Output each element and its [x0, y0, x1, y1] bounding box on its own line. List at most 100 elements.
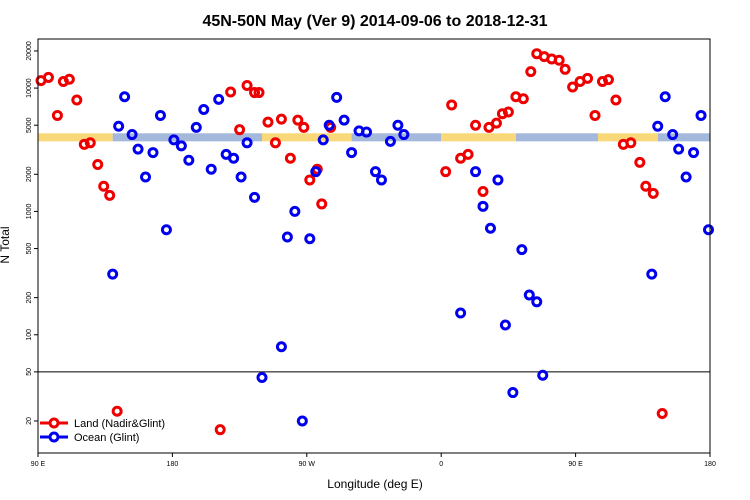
ocean-data-point: [190, 121, 202, 133]
land-data-point: [559, 63, 571, 75]
ocean-data-point: [338, 114, 350, 126]
ocean-data-point: [659, 91, 671, 103]
land-data-point: [225, 86, 237, 98]
y-axis-ticks: 20 50 100 200 500 1000 2000 5000 10000 20000: [26, 41, 38, 425]
ocean-data-point: [160, 224, 172, 236]
ocean-data-point: [346, 147, 358, 159]
land-data-point: [111, 405, 123, 417]
land-data-point: [483, 121, 495, 133]
land-data-point: [502, 106, 514, 118]
land-data-point: [517, 93, 529, 105]
ocean-data-point: [241, 137, 253, 149]
series-land: [35, 48, 668, 436]
land-data-point: [98, 180, 110, 192]
chart-title: 45N-50N May (Ver 9) 2014-09-06 to 2018-1…: [202, 13, 547, 30]
ocean-data-point: [323, 119, 335, 131]
y-tick-label: 1000: [26, 204, 33, 220]
legend-label-ocean: Ocean (Glint): [74, 432, 139, 444]
y-tick-label: 500: [26, 243, 33, 255]
ocean-data-point: [667, 129, 679, 141]
ocean-data-point: [304, 233, 316, 245]
land-data-point: [269, 137, 281, 149]
band-segment-ocean: [657, 133, 710, 142]
legend-item-ocean: Ocean (Glint): [40, 431, 139, 444]
ocean-data-point: [147, 147, 159, 159]
x-tick-label: 90 E: [31, 461, 46, 468]
ocean-data-point: [703, 224, 715, 236]
x-tick-label: 0: [439, 461, 443, 468]
ocean-data-point: [492, 174, 504, 186]
land-data-point: [602, 74, 614, 86]
land-data-point: [625, 137, 637, 149]
ocean-data-point: [113, 120, 125, 132]
ocean-data-point: [646, 268, 658, 280]
land-data-point: [249, 87, 261, 99]
band-segment-ocean: [112, 133, 263, 142]
ocean-data-point: [168, 134, 180, 146]
ocean-data-point: [398, 129, 410, 141]
ocean-data-point: [249, 191, 261, 203]
land-data-point: [63, 73, 75, 85]
ocean-data-point: [183, 154, 195, 166]
land-data-point: [78, 138, 90, 150]
ocean-data-point: [119, 91, 131, 103]
x-axis-label: Longitude (deg E): [327, 477, 422, 491]
land-data-point: [553, 54, 565, 66]
ocean-data-point: [484, 222, 496, 234]
land-data-point: [275, 113, 287, 125]
land-data-point: [316, 198, 328, 210]
ocean-data-point: [126, 129, 138, 141]
ocean-data-point: [673, 143, 685, 155]
ocean-data-point: [310, 166, 322, 178]
y-tick-label: 20000: [26, 41, 33, 61]
land-data-point: [640, 180, 652, 192]
series-ocean: [107, 91, 715, 427]
land-data-point: [214, 424, 226, 436]
land-data-point: [234, 124, 246, 136]
land-data-point: [440, 166, 452, 178]
ocean-data-point: [235, 171, 247, 183]
land-data-point: [284, 152, 296, 164]
ocean-data-point: [695, 109, 707, 121]
y-tick-label: 2000: [26, 166, 33, 182]
ocean-data-point: [688, 147, 700, 159]
ocean-data-point: [331, 91, 343, 103]
ocean-data-point: [652, 120, 664, 132]
land-data-point: [292, 114, 304, 126]
land-data-point: [304, 174, 316, 186]
land-data-point: [262, 116, 274, 128]
land-data-point: [656, 407, 668, 419]
land-data-point: [253, 87, 265, 99]
ocean-data-point: [132, 143, 144, 155]
land-data-point: [84, 137, 96, 149]
y-tick-label: 10000: [26, 78, 33, 98]
land-data-point: [582, 72, 594, 84]
land-data-point: [104, 189, 116, 201]
ocean-data-point: [680, 171, 692, 183]
ocean-data-point: [470, 166, 482, 178]
land-data-point: [51, 109, 63, 121]
ocean-data-point: [537, 369, 549, 381]
land-data-point: [589, 109, 601, 121]
ocean-data-point: [205, 163, 217, 175]
ocean-data-point: [369, 166, 381, 178]
ocean-data-point: [384, 135, 396, 147]
ocean-data-point: [392, 119, 404, 131]
x-axis-ticks: 90 E 180 90 W 0 90 E 180: [31, 453, 716, 468]
band-segment-land: [262, 133, 352, 142]
land-data-point: [610, 94, 622, 106]
band-segment-ocean: [515, 133, 598, 142]
land-data-point: [298, 121, 310, 133]
legend-label-land: Land (Nadir&Glint): [74, 418, 165, 430]
x-tick-label: 90 W: [299, 461, 316, 468]
ocean-data-point: [275, 341, 287, 353]
ocean-data-point: [477, 200, 489, 212]
ocean-data-point: [361, 126, 373, 138]
band-segment-land: [38, 133, 113, 142]
ocean-data-point: [317, 134, 329, 146]
ocean-data-point: [507, 387, 519, 399]
ocean-data-point: [175, 140, 187, 152]
y-tick-label: 200: [26, 292, 33, 304]
x-tick-label: 180: [704, 461, 716, 468]
